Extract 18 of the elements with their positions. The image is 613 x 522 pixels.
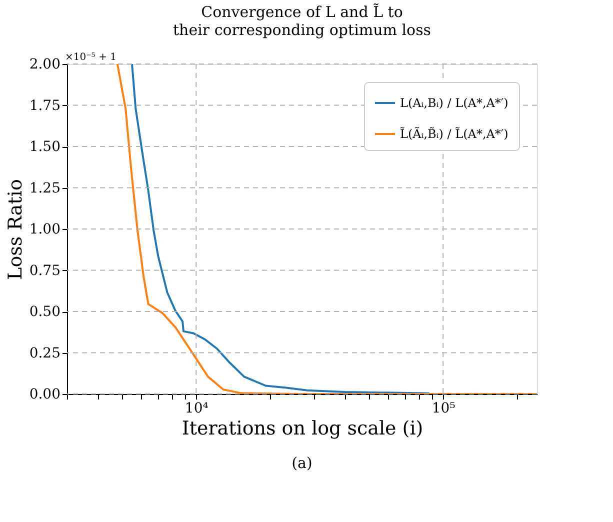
x-tick-label: 10⁴ bbox=[184, 400, 209, 416]
y-tick-label: 0.75 bbox=[29, 262, 60, 279]
legend-label: L(Aᵢ,Bᵢ) / L(A*,A*′) bbox=[400, 96, 508, 110]
y-tick-label: 0.00 bbox=[29, 386, 60, 402]
y-tick-label: 1.00 bbox=[29, 222, 60, 238]
chart-title: Convergence of L and L̃ to their corresponding optimum loss bbox=[173, 2, 431, 39]
text: (a) bbox=[292, 454, 312, 472]
text: ×10⁻⁵ + 1 bbox=[65, 52, 116, 63]
y-tick-label: 2.00 bbox=[29, 56, 60, 72]
x-tick-label: 10⁵ bbox=[432, 400, 456, 416]
y-tick-label: 1.75 bbox=[29, 98, 60, 114]
x-axis-title: Iterations on log scale (i) bbox=[182, 418, 424, 440]
y-tick-label: 0.25 bbox=[29, 345, 60, 362]
legend-label: L̃(Ãᵢ,B̃ᵢ) / L̃(A*,A*′) bbox=[400, 126, 508, 141]
y-axis-title: Loss Ratio bbox=[4, 179, 26, 280]
y-tick-label: 1.50 bbox=[29, 139, 60, 155]
y-tick-label: 0.50 bbox=[29, 304, 60, 320]
y-tick-label: 1.25 bbox=[29, 180, 60, 196]
